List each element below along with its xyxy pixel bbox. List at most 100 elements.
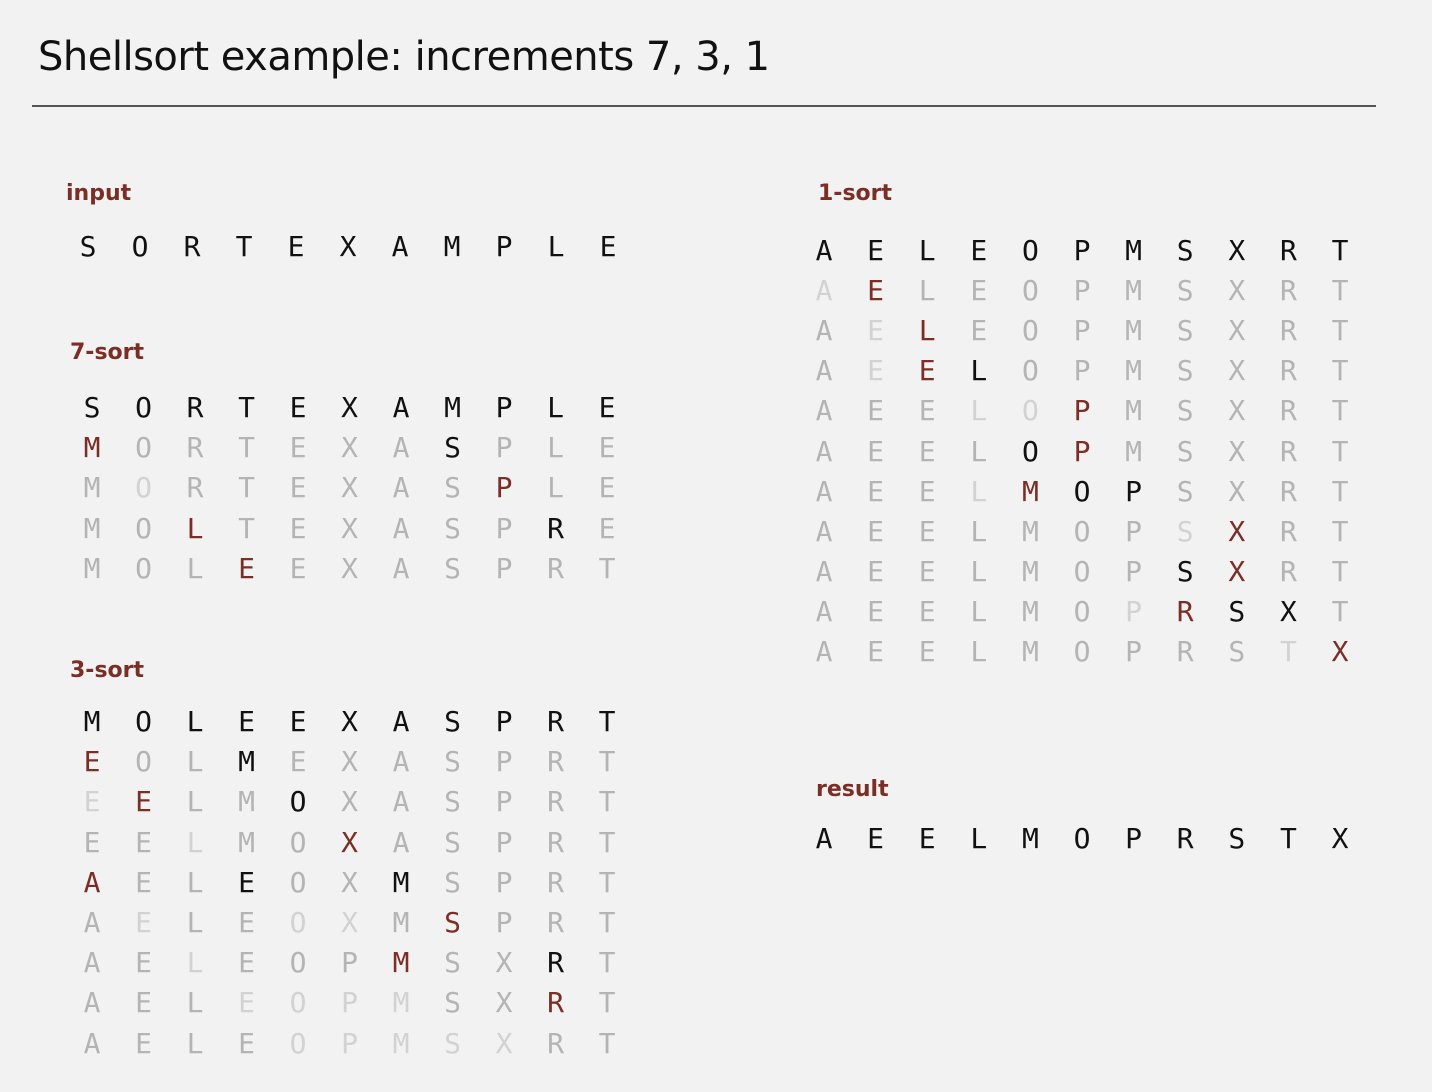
sort1-letter: T	[1331, 354, 1349, 388]
sort1-letter: E	[867, 554, 885, 588]
sort7-letter: M	[83, 431, 101, 465]
sort1-letter: M	[1021, 474, 1039, 508]
sort1-letter: E	[918, 594, 936, 628]
result-label: result	[816, 777, 889, 802]
sort3-letter: T	[598, 906, 616, 939]
sort1-letter: X	[1228, 354, 1246, 388]
sort3-letter: L	[186, 745, 204, 779]
input-label: input	[66, 181, 132, 206]
input-letter: O	[131, 230, 149, 263]
sort1-letter: O	[1073, 474, 1091, 508]
sort1-letter: E	[867, 394, 885, 428]
sort3-letter: R	[547, 825, 564, 859]
sort1-letter: E	[867, 434, 885, 468]
sort3-letter: O	[289, 785, 307, 819]
sort7-letter: S	[444, 471, 461, 505]
sort1-letter: T	[1331, 234, 1349, 267]
sort7-letter: A	[392, 471, 410, 505]
sort3-letter: E	[135, 1026, 152, 1060]
sort3-letter: A	[392, 745, 410, 779]
sort3-letter: E	[238, 906, 255, 939]
sort3-letter: M	[238, 785, 255, 819]
sort7-letter: O	[135, 431, 152, 465]
sort1-letter: L	[970, 474, 988, 508]
sort1-letter: S	[1176, 234, 1194, 267]
sort1-letter: O	[1021, 354, 1039, 388]
sort3-letter: P	[495, 865, 513, 899]
sort1-letter: E	[918, 434, 936, 468]
sort3-letter: S	[444, 705, 461, 738]
sort7-letter: A	[392, 551, 410, 585]
sort7-letter: X	[341, 391, 358, 424]
sort7-letter: L	[186, 511, 204, 545]
sort7-letter: S	[444, 431, 461, 465]
sort1-letter: O	[1021, 274, 1039, 308]
sort3-label: 3-sort	[70, 658, 145, 683]
sort3-letter: X	[341, 906, 358, 939]
sort3-letter: R	[547, 745, 564, 779]
sort7-letter: R	[186, 431, 204, 465]
sort7-letter: T	[238, 511, 255, 545]
sort3-letter: R	[547, 705, 564, 738]
sort1-letter: L	[918, 234, 936, 267]
sort1-letter: E	[918, 635, 936, 668]
sort1-letter: S	[1176, 554, 1194, 588]
sort1-letter: L	[970, 434, 988, 468]
sort7-letter: E	[598, 511, 616, 545]
sort1-letter: P	[1073, 274, 1091, 308]
sort1-letter: E	[867, 514, 885, 548]
sort7-letter: P	[495, 471, 513, 505]
sort1-letter: S	[1176, 354, 1194, 388]
sort1-letter: S	[1176, 434, 1194, 468]
sort1-letter: M	[1125, 434, 1143, 468]
sort3-letter: M	[392, 1026, 410, 1060]
sort1-letter: E	[867, 354, 885, 388]
sort3-letter: E	[238, 705, 255, 738]
sort3-letter: O	[289, 906, 307, 939]
sort3-letter: E	[135, 865, 152, 899]
sort1-letter: T	[1331, 514, 1349, 548]
sort3-letter: T	[598, 946, 616, 980]
sort3-letter: E	[83, 745, 101, 779]
sort7-letter: L	[547, 431, 564, 465]
sort1-letter: L	[970, 635, 988, 668]
sort1-letter: P	[1125, 594, 1143, 628]
sort3-letter: E	[135, 986, 152, 1020]
sort7-letter: M	[444, 391, 461, 424]
sort1-letter: P	[1125, 514, 1143, 548]
sort1-letter: L	[970, 554, 988, 588]
sort3-letter: E	[135, 946, 152, 980]
sort1-letter: E	[867, 314, 885, 348]
sort1-letter: E	[918, 474, 936, 508]
sort3-letter: S	[444, 986, 461, 1020]
result-letter: M	[1021, 822, 1039, 855]
sort3-letter: L	[186, 785, 204, 819]
input-letter: X	[339, 230, 357, 263]
sort3-letter: A	[83, 1026, 101, 1060]
sort3-letter: S	[444, 865, 461, 899]
sort1-letter: R	[1279, 394, 1297, 428]
sort1-letter: P	[1073, 234, 1091, 267]
sort7-letter: M	[83, 511, 101, 545]
sort1-letter: R	[1279, 354, 1297, 388]
sort7-letter: O	[135, 551, 152, 585]
sort1-letter: E	[867, 234, 885, 267]
sort7-letter: M	[83, 471, 101, 505]
sort3-letter: M	[238, 825, 255, 859]
sort1-letter: M	[1125, 274, 1143, 308]
sort3-letter: P	[495, 825, 513, 859]
sort7-letter: E	[238, 551, 255, 585]
sort3-letter: T	[598, 705, 616, 738]
result-letter: E	[867, 822, 885, 855]
input-letter: M	[443, 230, 461, 263]
sort3-letter: T	[598, 785, 616, 819]
sort3-letter: S	[444, 825, 461, 859]
sort7-letter: E	[289, 471, 307, 505]
sort7-letter: T	[598, 551, 616, 585]
sort1-letter: T	[1331, 434, 1349, 468]
sort3-letter: S	[444, 785, 461, 819]
sort3-letter: R	[547, 986, 564, 1020]
sort1-letter: M	[1021, 514, 1039, 548]
sort1-letter: O	[1073, 594, 1091, 628]
result-letter: P	[1125, 822, 1143, 855]
